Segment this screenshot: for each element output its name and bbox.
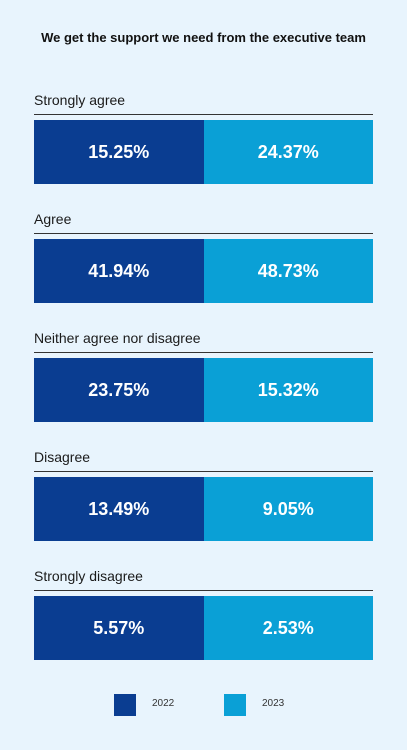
bar-pair: 15.25% 24.37% xyxy=(34,120,373,184)
data-label: 48.73% xyxy=(257,260,319,281)
bar-pair: 5.57% 2.53% xyxy=(34,596,373,660)
category-group: Agree 41.94% 48.73% xyxy=(34,209,373,303)
bar-pair: 23.75% 15.32% xyxy=(34,358,373,422)
category-group: Disagree 13.49% 9.05% xyxy=(34,447,373,541)
bar-2022: 41.94% xyxy=(34,239,204,303)
bar-2022: 13.49% xyxy=(34,477,204,541)
data-label: 23.75% xyxy=(88,379,150,400)
category-group: Neither agree nor disagree 23.75% 15.32% xyxy=(34,328,373,422)
category-label: Agree xyxy=(34,209,373,234)
category-label: Strongly disagree xyxy=(34,566,373,591)
legend-swatch-2022 xyxy=(114,694,136,716)
bar-2023: 9.05% xyxy=(203,477,373,541)
data-label: 15.25% xyxy=(88,141,150,162)
category-label: Strongly agree xyxy=(34,90,373,115)
bar-2023: 2.53% xyxy=(203,596,373,660)
data-label: 13.49% xyxy=(88,498,150,519)
category-group: Strongly agree 15.25% 24.37% xyxy=(34,90,373,184)
legend-swatch-2023 xyxy=(224,694,246,716)
bar-pair: 41.94% 48.73% xyxy=(34,239,373,303)
legend: 2022 2023 xyxy=(0,694,407,718)
bar-2022: 15.25% xyxy=(34,120,204,184)
category-label: Neither agree nor disagree xyxy=(34,328,373,353)
category-label: Disagree xyxy=(34,447,373,472)
data-label: 15.32% xyxy=(257,379,319,400)
data-label: 5.57% xyxy=(93,617,145,638)
category-group: Strongly disagree 5.57% 2.53% xyxy=(34,566,373,660)
data-label: 41.94% xyxy=(88,260,150,281)
chart-title: We get the support we need from the exec… xyxy=(41,30,366,45)
legend-label-2023: 2023 xyxy=(262,698,285,709)
bar-2022: 5.57% xyxy=(34,596,204,660)
bar-2023: 48.73% xyxy=(203,239,373,303)
data-label: 2.53% xyxy=(262,617,314,638)
bar-2023: 15.32% xyxy=(203,358,373,422)
bar-pair: 13.49% 9.05% xyxy=(34,477,373,541)
data-label: 24.37% xyxy=(257,141,319,162)
data-label: 9.05% xyxy=(262,498,314,519)
legend-label-2022: 2022 xyxy=(152,698,175,709)
bar-2022: 23.75% xyxy=(34,358,204,422)
bar-2023: 24.37% xyxy=(203,120,373,184)
